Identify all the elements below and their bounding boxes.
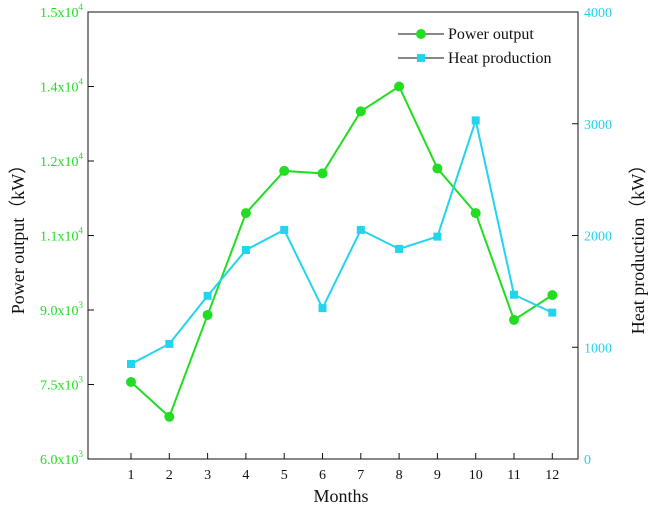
heat-production-point xyxy=(203,291,212,300)
left-tick-label: 7.5x103 xyxy=(40,375,84,394)
right-tick-label: 2000 xyxy=(584,230,612,245)
x-axis-ticks: 1 2 3 4 5 6 7 8 9 10 11 12 xyxy=(128,453,559,483)
series-line-0 xyxy=(130,85,553,419)
x-tick-label: 9 xyxy=(434,468,441,483)
power-output-point xyxy=(126,377,136,388)
right-axis-ticks: 0 1000 2000 3000 4000 xyxy=(572,6,612,468)
heat-production-point xyxy=(280,225,289,234)
heat-production-point xyxy=(318,304,327,313)
x-tick-label: 3 xyxy=(204,468,211,483)
power-output-point xyxy=(470,208,481,219)
power-output-point xyxy=(547,290,558,301)
power-output-point xyxy=(164,411,175,422)
left-tick-label: 6.0x103 xyxy=(40,449,84,468)
heat-production-point xyxy=(395,244,404,253)
series-line-1 xyxy=(130,116,553,365)
left-tick-label: 1.2x104 xyxy=(40,151,84,170)
plot-frame xyxy=(87,11,579,460)
heat-production-point xyxy=(241,246,250,255)
x-tick-label: 4 xyxy=(242,468,249,483)
power-output-point xyxy=(394,81,405,92)
power-output-point xyxy=(240,208,251,219)
heat-production-point xyxy=(356,225,365,234)
power-output-point xyxy=(432,163,443,174)
right-axis-title: Heat production（kW） xyxy=(628,156,648,334)
series-layer xyxy=(126,81,558,422)
power-output-point xyxy=(317,168,328,179)
legend-marker-power xyxy=(416,29,426,39)
x-axis-title: Months xyxy=(313,486,368,506)
power-output-point xyxy=(279,165,290,176)
power-output-point xyxy=(202,309,213,320)
left-tick-label: 1.5x104 xyxy=(40,2,84,21)
legend-label-heat: Heat production xyxy=(448,50,552,67)
right-tick-label: 0 xyxy=(584,453,591,468)
x-tick-label: 6 xyxy=(319,468,326,483)
x-tick-label: 11 xyxy=(507,468,520,483)
heat-production-point xyxy=(548,308,557,317)
x-tick-label: 2 xyxy=(166,468,173,483)
right-tick-label: 1000 xyxy=(584,341,612,356)
left-tick-label: 1.1x104 xyxy=(40,226,84,245)
x-tick-label: 10 xyxy=(469,468,483,483)
heat-production-point xyxy=(510,290,518,299)
heat-production-point xyxy=(433,232,442,241)
x-tick-label: 5 xyxy=(281,468,288,483)
legend-label-power: Power output xyxy=(448,26,534,43)
left-tick-label: 9.0x103 xyxy=(40,300,84,319)
right-tick-label: 4000 xyxy=(584,6,612,21)
x-tick-label: 1 xyxy=(128,468,135,483)
left-tick-label: 1.4x104 xyxy=(40,77,84,96)
x-tick-label: 8 xyxy=(396,468,403,483)
x-tick-label: 7 xyxy=(357,468,364,483)
power-output-point xyxy=(509,314,519,325)
x-tick-label: 12 xyxy=(545,468,559,483)
left-axis-title: Power output（kW） xyxy=(8,156,28,314)
right-tick-label: 3000 xyxy=(584,118,612,133)
heat-production-point xyxy=(127,360,135,369)
legend: Power output Heat production xyxy=(398,26,552,67)
power-output-point xyxy=(355,106,366,117)
heat-production-point xyxy=(471,116,480,125)
heat-production-point xyxy=(165,339,174,348)
legend-marker-heat xyxy=(417,54,425,62)
left-axis-ticks: 6.0x103 7.5x103 9.0x103 1.1x104 1.2x104 1.4x1… xyxy=(40,2,94,468)
